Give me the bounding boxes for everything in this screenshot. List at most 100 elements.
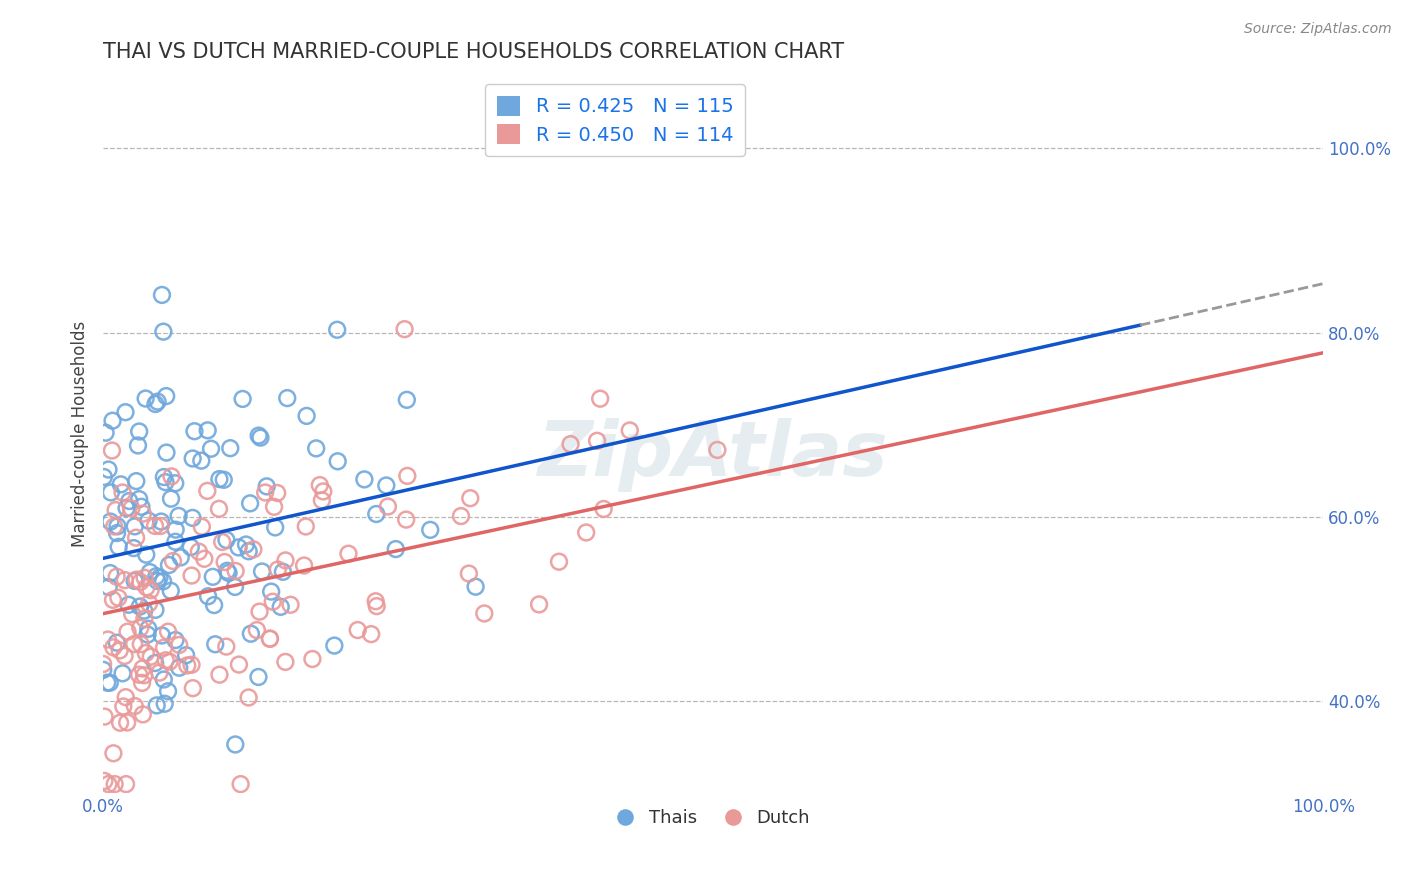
Point	[259, 632, 281, 646]
Point	[111, 666, 134, 681]
Point	[228, 541, 250, 555]
Point	[353, 472, 375, 486]
Point	[97, 462, 120, 476]
Point	[165, 523, 187, 537]
Point	[200, 442, 222, 456]
Point	[103, 746, 125, 760]
Point	[225, 564, 247, 578]
Point	[263, 500, 285, 514]
Text: THAI VS DUTCH MARRIED-COUPLE HOUSEHOLDS CORRELATION CHART: THAI VS DUTCH MARRIED-COUPLE HOUSEHOLDS …	[103, 42, 844, 62]
Point	[150, 288, 173, 302]
Point	[167, 638, 190, 652]
Point	[101, 443, 124, 458]
Point	[120, 501, 142, 516]
Point	[208, 667, 231, 681]
Point	[152, 325, 174, 339]
Point	[124, 699, 146, 714]
Point	[153, 640, 176, 655]
Point	[96, 675, 118, 690]
Point	[115, 777, 138, 791]
Point	[364, 594, 387, 608]
Text: Source: ZipAtlas.com: Source: ZipAtlas.com	[1244, 22, 1392, 37]
Point	[242, 542, 264, 557]
Point	[100, 515, 122, 529]
Point	[97, 580, 120, 594]
Point	[256, 479, 278, 493]
Point	[153, 697, 176, 711]
Point	[145, 698, 167, 713]
Point	[238, 690, 260, 705]
Point	[266, 486, 288, 500]
Point	[249, 431, 271, 445]
Text: ZipAtlas: ZipAtlas	[537, 418, 889, 492]
Point	[346, 623, 368, 637]
Point	[239, 626, 262, 640]
Point	[108, 715, 131, 730]
Point	[271, 565, 294, 579]
Point	[193, 551, 215, 566]
Point	[270, 599, 292, 614]
Point	[191, 520, 214, 534]
Point	[101, 414, 124, 428]
Point	[146, 394, 169, 409]
Point	[360, 627, 382, 641]
Point	[215, 640, 238, 654]
Point	[377, 500, 399, 514]
Point	[93, 470, 115, 484]
Point	[125, 573, 148, 587]
Point	[183, 424, 205, 438]
Point	[706, 442, 728, 457]
Point	[190, 453, 212, 467]
Point	[337, 547, 360, 561]
Point	[464, 580, 486, 594]
Point	[135, 392, 157, 406]
Point	[326, 323, 349, 337]
Point	[155, 475, 177, 490]
Point	[105, 570, 128, 584]
Point	[135, 548, 157, 562]
Point	[148, 665, 170, 680]
Point	[148, 571, 170, 585]
Point	[128, 492, 150, 507]
Point	[114, 405, 136, 419]
Point	[292, 558, 315, 573]
Point	[103, 519, 125, 533]
Point	[301, 652, 323, 666]
Point	[107, 591, 129, 605]
Point	[104, 777, 127, 791]
Point	[135, 646, 157, 660]
Point	[366, 599, 388, 614]
Point	[260, 584, 283, 599]
Point	[131, 661, 153, 675]
Point	[239, 496, 262, 510]
Point	[157, 684, 180, 698]
Point	[121, 607, 143, 621]
Point	[93, 774, 115, 789]
Point	[165, 633, 187, 648]
Point	[229, 777, 252, 791]
Point	[201, 570, 224, 584]
Point	[450, 509, 472, 524]
Point	[247, 670, 270, 684]
Point	[218, 566, 240, 580]
Point	[134, 612, 156, 626]
Point	[264, 520, 287, 534]
Point	[247, 428, 270, 442]
Point	[159, 655, 181, 669]
Point	[101, 592, 124, 607]
Point	[128, 425, 150, 439]
Point	[139, 583, 162, 598]
Point	[224, 738, 246, 752]
Point	[384, 542, 406, 557]
Point	[235, 537, 257, 551]
Point	[97, 632, 120, 647]
Point	[134, 571, 156, 585]
Point	[419, 523, 441, 537]
Point	[160, 469, 183, 483]
Point	[165, 476, 187, 491]
Point	[155, 445, 177, 459]
Point	[128, 667, 150, 681]
Point	[294, 519, 316, 533]
Point	[114, 690, 136, 705]
Point	[145, 569, 167, 583]
